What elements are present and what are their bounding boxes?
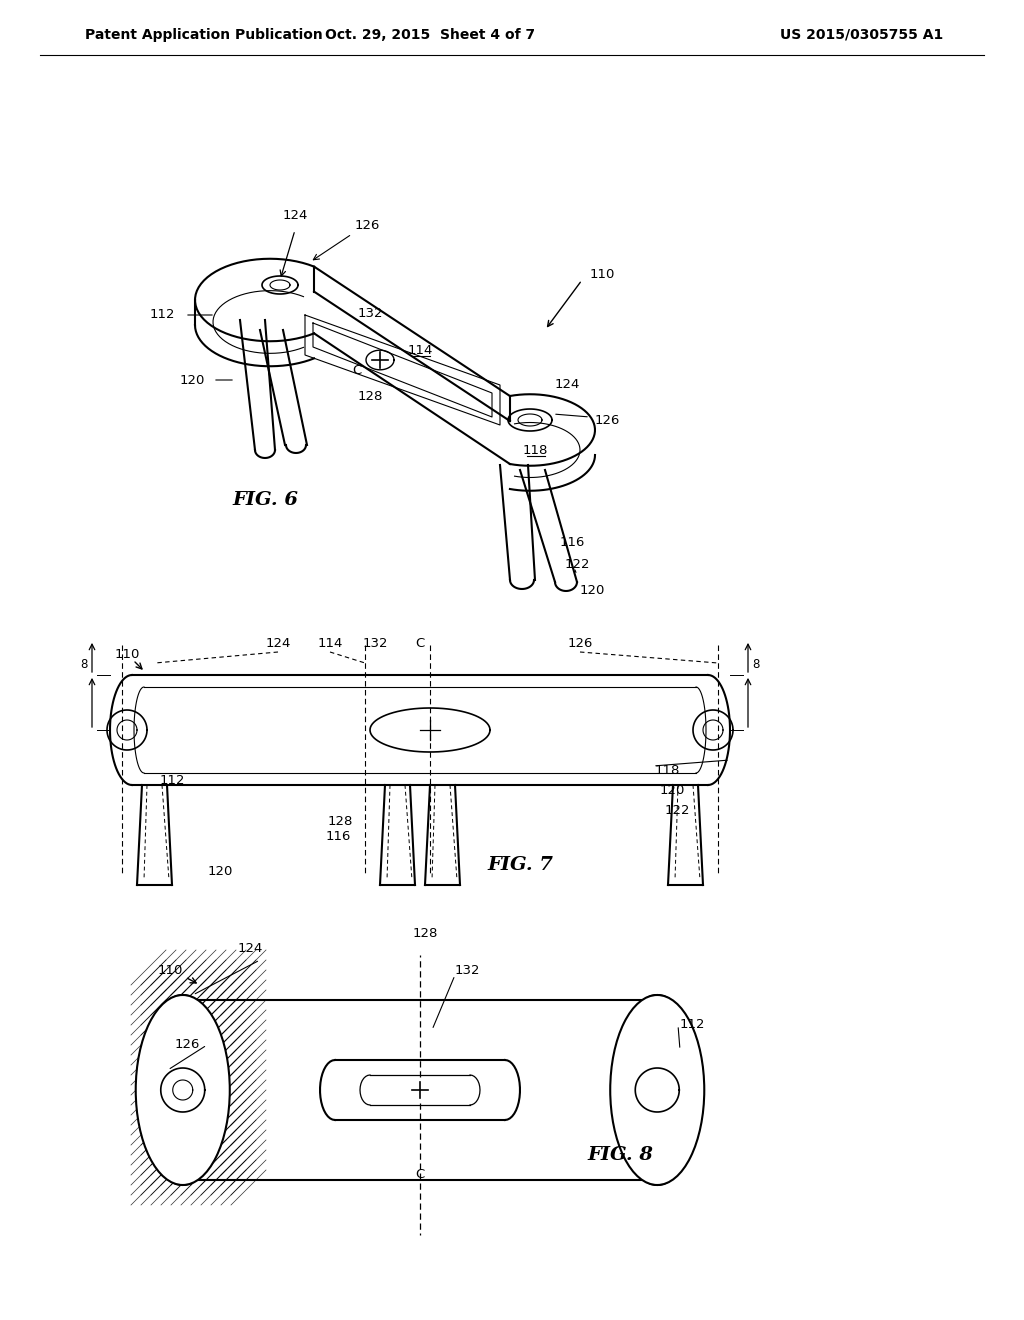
- Text: 124: 124: [265, 638, 291, 649]
- Text: 112: 112: [160, 774, 185, 787]
- Text: 114: 114: [408, 343, 433, 356]
- Text: 132: 132: [455, 964, 480, 977]
- Text: 116: 116: [560, 536, 586, 549]
- Text: 124: 124: [283, 209, 307, 222]
- Text: 112: 112: [150, 309, 175, 322]
- Text: 116: 116: [326, 830, 350, 843]
- Text: 126: 126: [355, 219, 380, 232]
- Text: 124: 124: [238, 942, 263, 954]
- Text: 118: 118: [655, 763, 680, 776]
- Text: US 2015/0305755 A1: US 2015/0305755 A1: [780, 28, 943, 42]
- Text: 122: 122: [665, 804, 690, 817]
- Text: 8: 8: [752, 659, 760, 672]
- Text: 132: 132: [362, 638, 388, 649]
- Text: 128: 128: [357, 389, 383, 403]
- Text: 110: 110: [590, 268, 615, 281]
- FancyBboxPatch shape: [330, 1055, 510, 1125]
- Text: 118: 118: [522, 444, 548, 457]
- Text: C: C: [352, 363, 361, 376]
- Text: 128: 128: [328, 814, 352, 828]
- Text: FIG. 7: FIG. 7: [487, 855, 553, 874]
- Text: 132: 132: [357, 308, 383, 319]
- Text: 112: 112: [680, 1019, 706, 1031]
- Text: 126: 126: [595, 413, 621, 426]
- Text: 120: 120: [580, 583, 605, 597]
- Ellipse shape: [610, 995, 705, 1185]
- Text: C: C: [416, 1168, 425, 1181]
- Text: Oct. 29, 2015  Sheet 4 of 7: Oct. 29, 2015 Sheet 4 of 7: [325, 28, 536, 42]
- Text: Patent Application Publication: Patent Application Publication: [85, 28, 323, 42]
- Ellipse shape: [136, 995, 229, 1185]
- Text: FIG. 8: FIG. 8: [587, 1146, 653, 1164]
- Text: 124: 124: [555, 379, 581, 392]
- Text: 110: 110: [115, 648, 140, 661]
- Text: 110: 110: [158, 964, 182, 977]
- Text: 114: 114: [317, 638, 343, 649]
- Text: 120: 120: [660, 784, 685, 796]
- Text: 126: 126: [567, 638, 593, 649]
- Text: 120: 120: [179, 374, 205, 387]
- Text: 122: 122: [565, 558, 591, 572]
- Text: C: C: [416, 638, 425, 649]
- Text: 8: 8: [81, 659, 88, 672]
- Text: 128: 128: [413, 927, 437, 940]
- Text: FIG. 6: FIG. 6: [232, 491, 298, 510]
- Text: 120: 120: [207, 865, 232, 878]
- Text: 126: 126: [175, 1039, 200, 1052]
